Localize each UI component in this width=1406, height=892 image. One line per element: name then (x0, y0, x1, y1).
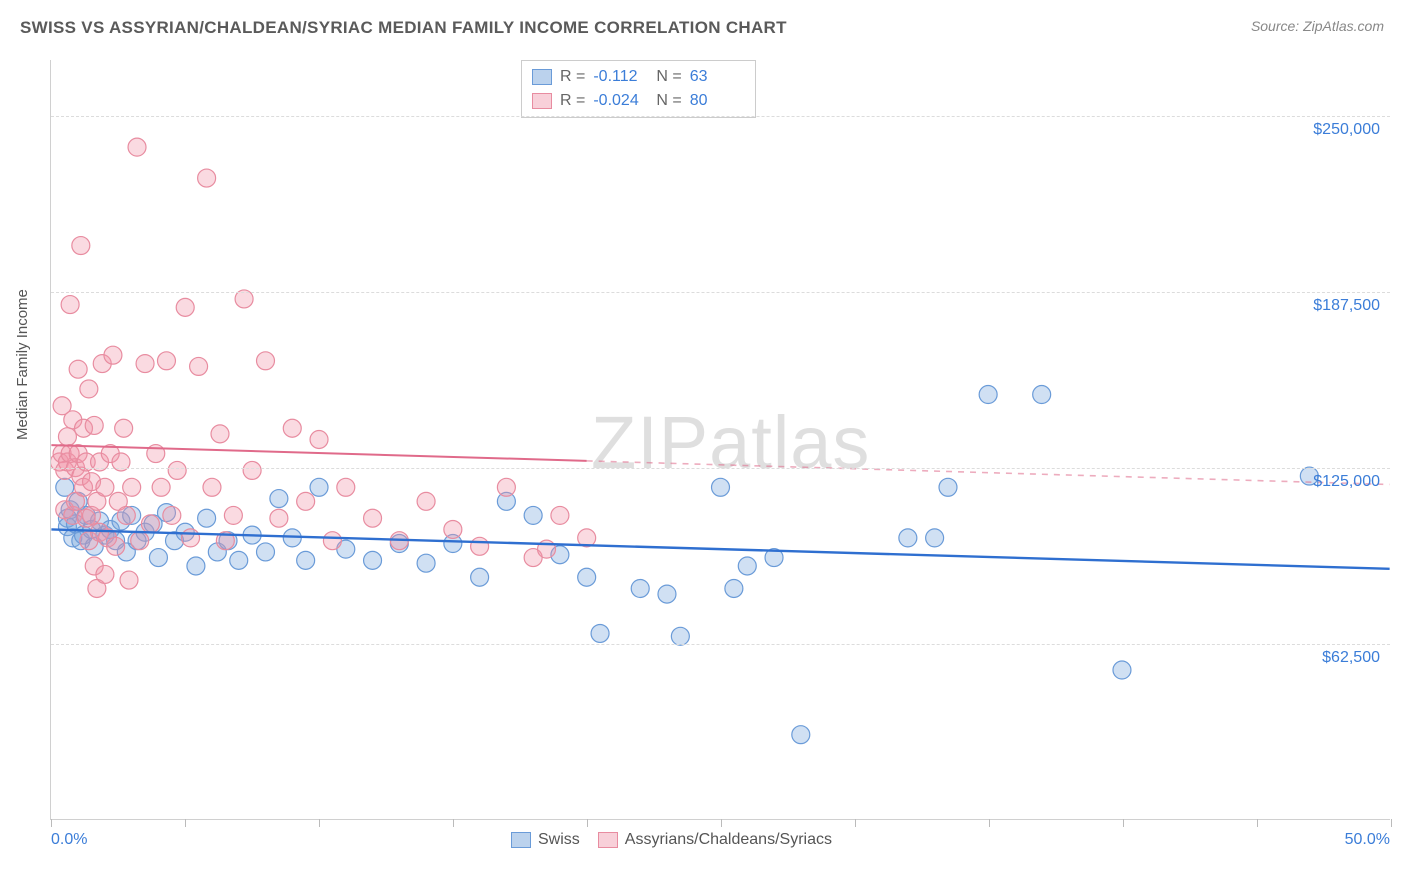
x-tick (453, 819, 454, 827)
gridline (51, 292, 1390, 293)
x-tick (1123, 819, 1124, 827)
x-tick (587, 819, 588, 827)
x-tick (989, 819, 990, 827)
chart-title: SWISS VS ASSYRIAN/CHALDEAN/SYRIAC MEDIAN… (20, 18, 787, 38)
legend-item-swiss: Swiss (511, 831, 580, 849)
stat-n-value: 80 (690, 89, 745, 113)
source-attribution: Source: ZipAtlas.com (1251, 18, 1384, 34)
stat-n-label: N = (656, 89, 681, 113)
y-tick-label: $250,000 (1313, 121, 1380, 139)
legend-bottom: Swiss Assyrians/Chaldeans/Syriacs (511, 831, 832, 849)
chart-container: SWISS VS ASSYRIAN/CHALDEAN/SYRIAC MEDIAN… (0, 0, 1406, 892)
swatch-icon (532, 93, 552, 109)
x-tick (1391, 819, 1392, 827)
watermark: ZIPatlas (591, 400, 870, 485)
stat-r-value: -0.112 (593, 65, 648, 89)
legend-label: Swiss (538, 831, 580, 849)
x-tick (51, 819, 52, 827)
legend-label: Assyrians/Chaldeans/Syriacs (625, 831, 832, 849)
plot-area: R = -0.112 N = 63 R = -0.024 N = 80 ZIPa… (50, 60, 1390, 820)
x-tick (1257, 819, 1258, 827)
legend-item-acs: Assyrians/Chaldeans/Syriacs (598, 831, 832, 849)
swatch-icon (532, 69, 552, 85)
chart-svg (51, 60, 1390, 819)
y-axis-label: Median Family Income (14, 289, 31, 440)
gridline (51, 644, 1390, 645)
x-axis-min-label: 0.0% (51, 831, 87, 849)
y-tick-label: $187,500 (1313, 297, 1380, 315)
stat-r-label: R = (560, 65, 585, 89)
stats-row-swiss: R = -0.112 N = 63 (532, 65, 745, 89)
x-tick (185, 819, 186, 827)
stat-n-label: N = (656, 65, 681, 89)
x-tick (721, 819, 722, 827)
x-axis-max-label: 50.0% (1345, 831, 1390, 849)
swatch-icon (598, 832, 618, 848)
stats-row-acs: R = -0.024 N = 80 (532, 89, 745, 113)
y-tick-label: $125,000 (1313, 473, 1380, 491)
x-tick (855, 819, 856, 827)
stat-r-label: R = (560, 89, 585, 113)
stats-legend-box: R = -0.112 N = 63 R = -0.024 N = 80 (521, 60, 756, 118)
x-tick (319, 819, 320, 827)
swatch-icon (511, 832, 531, 848)
y-tick-label: $62,500 (1322, 649, 1380, 667)
gridline (51, 468, 1390, 469)
stat-r-value: -0.024 (593, 89, 648, 113)
gridline (51, 116, 1390, 117)
stat-n-value: 63 (690, 65, 745, 89)
